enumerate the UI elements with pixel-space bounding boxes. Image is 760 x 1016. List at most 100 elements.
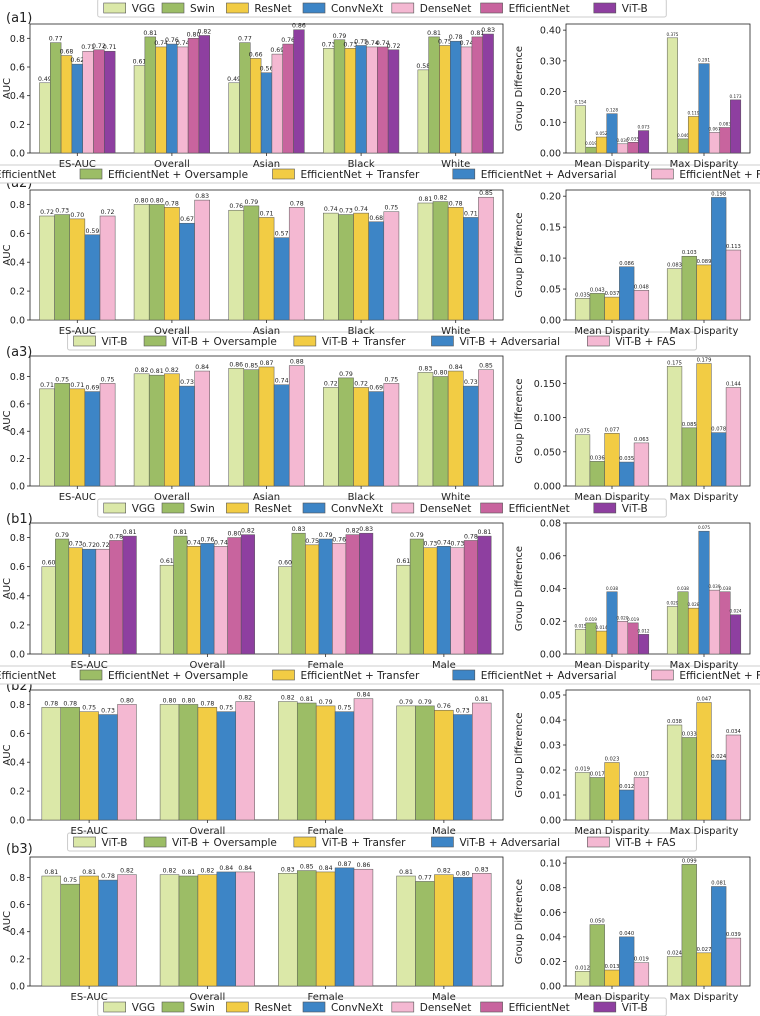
bar xyxy=(604,969,620,987)
bar xyxy=(99,215,116,321)
bar-value-label: 0.87 xyxy=(260,360,274,367)
bar xyxy=(368,391,385,487)
bar xyxy=(133,373,150,487)
legend-label: EfficientNet + Oversample xyxy=(108,169,248,181)
legend-label: EfficientNet xyxy=(509,1002,570,1014)
bar-value-label: 0.035 xyxy=(575,292,590,298)
legend: VGG Swin ResNet ConvNeXt DenseNet EfficientNe… xyxy=(97,0,667,18)
bar-value-label: 0.014 xyxy=(595,625,607,630)
bar xyxy=(148,204,165,321)
bar-value-label: 0.73 xyxy=(69,541,83,548)
bar-value-label: 0.081 xyxy=(711,880,726,886)
bar xyxy=(155,46,167,154)
bar xyxy=(159,874,180,987)
y-tick-label: 0.2 xyxy=(10,287,25,298)
bar-value-label: 0.81 xyxy=(150,368,164,375)
plot-frame xyxy=(565,189,751,321)
bar xyxy=(666,37,678,154)
legend-frame xyxy=(0,665,760,685)
panel-label: (a1) xyxy=(6,11,32,26)
bar xyxy=(387,49,400,154)
legend: EfficientNet EfficientNet + Oversample Eff… xyxy=(0,665,760,685)
legend-swatch xyxy=(143,836,167,848)
legend-label: VGG xyxy=(132,3,155,15)
bar xyxy=(332,543,347,655)
bar-value-label: 0.49 xyxy=(38,76,52,83)
bar xyxy=(243,205,260,321)
y-tick-label: 0.4 xyxy=(10,427,25,438)
bar-value-label: 0.82 xyxy=(200,868,214,875)
bar-value-label: 0.76 xyxy=(165,37,179,44)
bar-value-label: 0.075 xyxy=(698,525,710,530)
bar xyxy=(164,207,180,321)
x-tick-label: ES-AUC xyxy=(71,992,108,1003)
bar-value-label: 0.75 xyxy=(101,376,115,383)
legend: ViT-B ViT-B + Oversample ViT-B + Transfer V… xyxy=(67,331,697,351)
bar xyxy=(333,39,346,154)
x-tick-label: Max Disparity xyxy=(670,492,739,503)
bar-value-label: 0.75 xyxy=(219,705,233,712)
bar-value-label: 0.70 xyxy=(70,212,84,219)
bar xyxy=(417,202,434,321)
bar xyxy=(428,36,440,154)
bar xyxy=(278,566,293,655)
legend: VGG Swin ResNet ConvNeXt DenseNet EfficientNe… xyxy=(97,997,667,1016)
bar-value-label: 0.012 xyxy=(575,965,590,971)
bar-value-label: 0.024 xyxy=(711,754,727,760)
bar xyxy=(291,532,306,655)
bar xyxy=(450,547,465,655)
bar-value-label: 0.040 xyxy=(619,931,634,937)
bar-value-label: 0.83 xyxy=(419,365,433,372)
x-tick-label: ES-AUC xyxy=(59,492,96,503)
bar xyxy=(463,385,479,487)
bar xyxy=(95,548,110,655)
legend-label: Swin xyxy=(190,1002,215,1014)
bar-value-label: 0.82 xyxy=(437,868,451,875)
bar-value-label: 0.84 xyxy=(219,865,233,872)
legend-label: DenseNet xyxy=(420,3,472,15)
disparity-chart: 0.00 0.02 0.04 0.06 0.08 0.10 Group Difference… xyxy=(514,856,751,1003)
bar-value-label: 0.291 xyxy=(698,58,710,63)
legend-swatch xyxy=(651,168,674,180)
bar-value-label: 0.82 xyxy=(241,528,255,535)
bar xyxy=(677,591,689,655)
y-tick-label: 0.6 xyxy=(10,399,25,410)
bar xyxy=(574,772,591,821)
bar xyxy=(383,383,400,487)
bar xyxy=(409,538,424,655)
legend-label: EfficientNet + Transfer xyxy=(301,169,421,181)
y-tick-label: 0.6 xyxy=(10,900,25,911)
bar-value-label: 0.81 xyxy=(44,869,58,876)
legend-label: ViT-B + FAS xyxy=(615,336,676,348)
x-tick-label: Mean Disparity xyxy=(574,492,649,503)
legend-label: DenseNet xyxy=(420,503,472,515)
bar-value-label: 0.74 xyxy=(275,378,289,385)
bar xyxy=(698,63,710,154)
bar xyxy=(666,366,683,487)
bar xyxy=(396,564,411,655)
bar xyxy=(677,138,689,154)
bar-value-label: 0.83 xyxy=(292,526,306,533)
bar-value-label: 0.87 xyxy=(338,861,352,868)
bar-value-label: 0.375 xyxy=(666,32,678,37)
legend-label: EfficientNet xyxy=(509,503,570,515)
bar-value-label: 0.85 xyxy=(479,363,493,370)
bar-value-label: 0.82 xyxy=(238,695,252,702)
bar-value-label: 0.038 xyxy=(606,586,618,591)
bar-value-label: 0.71 xyxy=(464,210,478,217)
bar-value-label: 0.82 xyxy=(434,195,448,202)
bar xyxy=(711,759,727,821)
bar-value-label: 0.144 xyxy=(726,381,742,387)
bar xyxy=(240,534,255,655)
bar xyxy=(472,702,492,821)
bar xyxy=(84,234,101,321)
bar-value-label: 0.047 xyxy=(697,697,712,703)
legend-label: ViT-B + Oversample xyxy=(172,336,277,348)
y-tick-label: 0.04 xyxy=(540,584,561,595)
legend-swatch xyxy=(651,669,674,681)
bar xyxy=(359,532,374,655)
bar-value-label: 0.72 xyxy=(387,43,401,50)
bar xyxy=(617,143,629,154)
bar xyxy=(447,207,464,321)
x-tick-label: ES-AUC xyxy=(59,159,96,170)
